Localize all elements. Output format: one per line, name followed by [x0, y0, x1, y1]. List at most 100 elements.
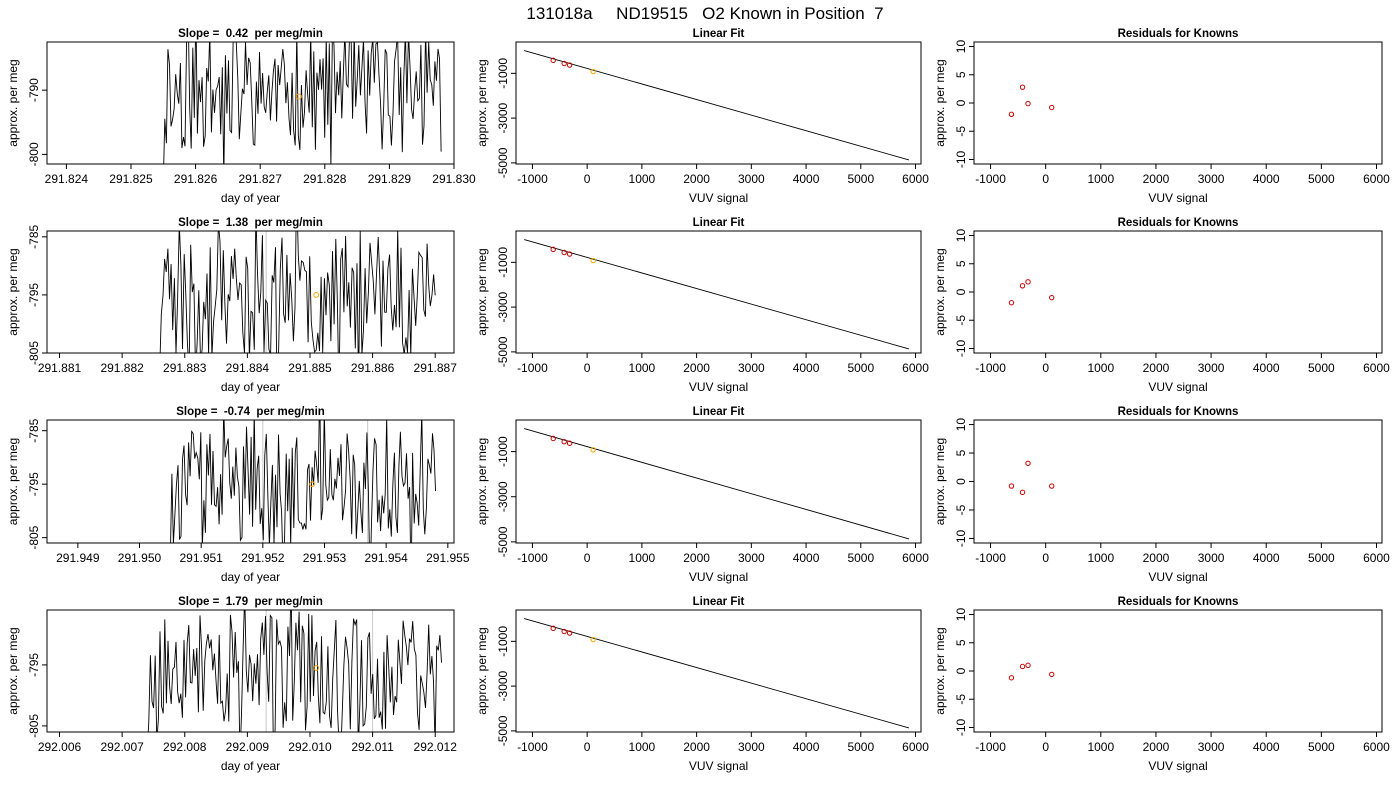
x-tick-label: 291.883	[163, 361, 207, 375]
x-tick-label: 291.828	[303, 172, 347, 186]
panel-title: Residuals for Knowns	[1118, 217, 1239, 229]
data-point	[1008, 483, 1015, 489]
data-layer	[524, 239, 910, 350]
data-layer	[159, 231, 436, 353]
x-tick-label: 1000	[1087, 740, 1114, 754]
y-tick-label: 10	[954, 229, 968, 243]
panel-title: Residuals for Knowns	[1118, 596, 1239, 608]
y-tick-label: -1000	[496, 247, 510, 278]
x-tick-label: 3000	[1198, 361, 1225, 375]
x-tick-label: 3000	[738, 172, 765, 186]
data-series-line	[170, 420, 436, 543]
data-point	[561, 628, 567, 635]
x-tick-label: 2000	[1143, 740, 1170, 754]
x-tick-label: 291.882	[100, 361, 144, 375]
y-tick-label: -805	[27, 341, 41, 365]
y-tick-label: -795	[27, 472, 41, 496]
data-layer	[147, 610, 442, 732]
chart-panel-10: Slope = 1.79 per meg/min 292.006 292.007 29…	[6, 596, 458, 773]
y-tick-label: -5	[954, 126, 968, 137]
data-point	[1025, 279, 1031, 285]
y-axis-label: approx. per meg	[475, 627, 489, 714]
x-tick-label: 4000	[793, 740, 820, 754]
x-tick-label: 291.886	[351, 361, 395, 375]
x-tick-label: 5000	[1308, 361, 1335, 375]
chart-panel-6: Residuals for Knowns -1000 0 1000 2000 3000 40…	[933, 217, 1390, 394]
x-tick-label: 291.950	[118, 551, 162, 565]
data-point	[561, 438, 567, 445]
x-tick-label: 2000	[683, 740, 710, 754]
y-tick-label: -1000	[496, 436, 510, 467]
data-point	[550, 625, 556, 632]
chart-panel-8: Linear Fit -1000 0 1000 2000 3000 4000 5000 6000…	[475, 406, 929, 584]
panel-title: Slope = 1.79 per meg/min	[178, 596, 323, 608]
y-axis-label: approx. per meg	[475, 438, 489, 525]
data-point	[1049, 483, 1055, 489]
x-tick-label: 292.006	[38, 740, 82, 754]
x-tick-label: 292.010	[288, 740, 332, 754]
x-tick-label: 291.953	[303, 551, 347, 565]
x-tick-label: 3000	[1198, 740, 1225, 754]
y-tick-label: -10	[954, 339, 968, 357]
data-layer	[524, 50, 910, 161]
data-point	[1019, 84, 1026, 90]
plot-frame	[973, 230, 1383, 354]
x-tick-label: 1000	[1087, 172, 1114, 186]
x-tick-label: 5000	[847, 740, 874, 754]
chart-panel-12: Residuals for Knowns -1000 0 1000 2000 3000 40…	[933, 596, 1390, 773]
data-point	[1008, 111, 1015, 117]
x-tick-label: 3000	[738, 361, 765, 375]
y-tick-label: 5	[954, 260, 968, 267]
x-tick-label: 0	[584, 551, 591, 565]
data-point	[561, 60, 567, 67]
data-series-line	[159, 231, 436, 353]
data-point	[1025, 662, 1031, 669]
y-tick-label: -3000	[496, 102, 510, 133]
y-tick-label: -805	[27, 525, 41, 549]
x-tick-label: 4000	[793, 361, 820, 375]
y-tick-label: 10	[954, 40, 968, 54]
data-layer	[524, 428, 910, 540]
x-tick-label: -1000	[975, 361, 1006, 375]
data-point	[1019, 283, 1026, 289]
x-tick-label: 4000	[1253, 361, 1280, 375]
y-tick-label: 0	[954, 478, 968, 485]
y-axis-label: approx. per meg	[475, 248, 489, 335]
panel-title: Linear Fit	[693, 596, 745, 608]
x-axis-label: VUV signal	[689, 570, 748, 584]
fit-line	[524, 428, 910, 540]
x-tick-label: 1000	[629, 740, 656, 754]
x-tick-label: 2000	[683, 361, 710, 375]
x-tick-label: -1000	[975, 551, 1006, 565]
plot-frame	[46, 230, 455, 354]
plot-frame	[46, 609, 455, 733]
data-point	[566, 62, 573, 68]
x-axis-label: day of year	[221, 380, 280, 394]
y-tick-label: 5	[954, 449, 968, 456]
x-axis-label: VUV signal	[689, 191, 748, 205]
x-tick-label: 1000	[1087, 361, 1114, 375]
x-tick-label: 291.952	[241, 551, 285, 565]
data-point	[1008, 675, 1015, 681]
x-tick-label: 5000	[847, 551, 874, 565]
data-point	[566, 251, 573, 257]
x-axis-label: VUV signal	[1148, 380, 1207, 394]
data-point	[296, 93, 302, 100]
x-tick-label: 3000	[738, 551, 765, 565]
x-tick-label: 0	[584, 172, 591, 186]
x-tick-label: 292.012	[414, 740, 458, 754]
x-tick-label: 4000	[1253, 172, 1280, 186]
x-tick-label: 291.825	[109, 172, 153, 186]
y-tick-label: -5000	[496, 147, 510, 178]
data-point	[590, 636, 596, 643]
x-tick-label: -1000	[975, 740, 1006, 754]
x-tick-label: 5000	[1308, 740, 1335, 754]
x-tick-label: 2000	[683, 551, 710, 565]
x-tick-label: 4000	[793, 551, 820, 565]
chart-panel-2: Linear Fit -1000 0 1000 2000 3000 4000 5000 6000…	[475, 28, 929, 205]
data-point	[550, 57, 556, 64]
x-tick-label: 2000	[1143, 172, 1170, 186]
x-tick-label: 6000	[1363, 551, 1390, 565]
y-tick-label: -800	[27, 142, 41, 166]
panel-title: Linear Fit	[693, 28, 745, 40]
